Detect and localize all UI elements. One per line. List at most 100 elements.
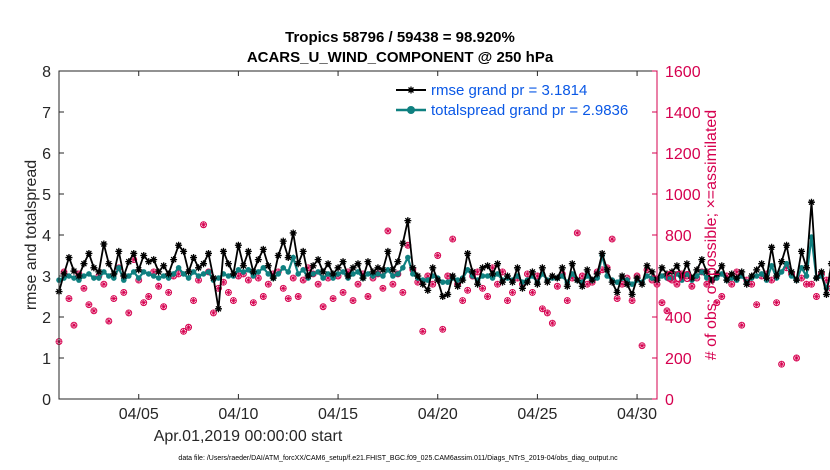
- rmse-point: [693, 266, 701, 274]
- obs-count-point: [145, 293, 153, 300]
- totalspread-point: [195, 273, 202, 279]
- totalspread-point: [135, 275, 142, 281]
- totalspread-point: [280, 265, 287, 271]
- obs-count-point: [663, 307, 671, 315]
- rmse-point: [110, 270, 118, 278]
- totalspread-point: [664, 275, 670, 281]
- obs-count-point: [379, 284, 387, 292]
- totalspread-point: [66, 273, 72, 279]
- obs-count-point: [314, 280, 322, 288]
- rmse-point: [713, 270, 721, 278]
- totalspread-point: [260, 265, 267, 271]
- totalspread-point: [71, 275, 77, 281]
- rmse-point: [723, 276, 731, 284]
- obs-count-point: [688, 282, 696, 290]
- rmse-point: [668, 268, 676, 276]
- rmse-point: [778, 258, 786, 266]
- totalspread-point: [275, 271, 282, 277]
- rmse-point: [135, 266, 143, 274]
- totalspread-point: [365, 271, 371, 277]
- obs-count-point: [548, 319, 556, 327]
- totalspread-point: [798, 265, 805, 271]
- totalspread-point: [340, 269, 346, 275]
- rmse-point: [279, 237, 287, 245]
- obs-count-point: [459, 297, 467, 305]
- rmse-point: [618, 272, 626, 280]
- rmse-point: [404, 217, 412, 225]
- totalspread-point: [285, 269, 292, 275]
- obs-count-point: [249, 299, 257, 307]
- rmse-point: [633, 274, 641, 282]
- rmse-point: [718, 262, 726, 270]
- rmse-point: [180, 247, 188, 255]
- y-right-tick-label: 200: [665, 351, 692, 368]
- y-tick-label: 6: [42, 146, 51, 163]
- rmse-point: [399, 239, 407, 247]
- totalspread-point: [125, 273, 132, 279]
- rmse-point: [528, 268, 536, 276]
- obs-count-point: [185, 323, 193, 331]
- obs-count-point: [165, 288, 173, 296]
- totalspread-point: [614, 279, 620, 285]
- totalspread-point: [494, 271, 501, 277]
- obs-count-point: [813, 293, 820, 300]
- obs-count-point: [190, 297, 198, 305]
- obs-count-point: [793, 354, 800, 362]
- y-right-tick-label: 1600: [665, 64, 701, 81]
- rmse-point: [75, 272, 83, 280]
- totalspread-point: [255, 269, 262, 275]
- obs-count-point: [538, 305, 546, 313]
- rmse-point: [165, 270, 173, 278]
- obs-count-point: [484, 293, 492, 300]
- plot-area: [59, 71, 657, 399]
- totalspread-point: [320, 275, 326, 281]
- obs-count-point: [753, 301, 761, 309]
- rmse-point: [748, 272, 756, 280]
- rmse-point: [374, 264, 382, 272]
- totalspread-point: [130, 269, 137, 275]
- rmse-point: [289, 229, 297, 237]
- y-right-tick-label: 400: [665, 310, 692, 327]
- obs-count-point: [85, 301, 93, 309]
- y-right-tick-label: 0: [665, 392, 674, 409]
- obs-count-point: [294, 293, 302, 300]
- rmse-point: [249, 268, 257, 276]
- rmse-point: [145, 258, 153, 266]
- obs-count-point: [613, 295, 621, 302]
- rmse-point: [100, 240, 108, 248]
- rmse-point: [424, 286, 432, 294]
- rmse-point: [185, 268, 193, 276]
- rmse-point: [663, 270, 671, 278]
- rmse-point: [344, 272, 352, 280]
- totalspread-point: [180, 271, 187, 277]
- obs-count-point: [200, 221, 207, 229]
- x-tick-label: 04/20: [418, 406, 458, 423]
- obs-count-point: [773, 299, 781, 307]
- x-tick-label: 04/30: [617, 406, 657, 423]
- rmse-point: [70, 267, 78, 275]
- totalspread-point: [489, 275, 496, 281]
- totalspread-point: [185, 275, 192, 281]
- totalspread-point: [694, 273, 700, 279]
- rmse-point: [613, 288, 621, 296]
- totalspread-point: [315, 269, 321, 275]
- totalspread-point: [444, 279, 451, 285]
- rmse-point: [593, 270, 601, 278]
- totalspread-point: [111, 275, 117, 281]
- rmse-point: [484, 262, 492, 270]
- rmse-point: [504, 272, 511, 280]
- rmse-point: [798, 247, 806, 255]
- rmse-point: [738, 268, 746, 276]
- legend: rmse grand pr = 3.1814 totalspread grand…: [396, 82, 628, 119]
- rmse-point: [598, 249, 606, 257]
- totalspread-point: [190, 269, 197, 275]
- totalspread-point: [803, 273, 810, 279]
- obs-count-point: [284, 295, 292, 302]
- totalspread-point: [140, 269, 147, 275]
- obs-count-point: [673, 280, 681, 288]
- obs-count-point: [264, 280, 272, 288]
- totalspread-point: [699, 269, 705, 275]
- obs-count-point: [479, 284, 487, 292]
- obs-count-point: [80, 284, 88, 292]
- rmse-point: [394, 258, 402, 266]
